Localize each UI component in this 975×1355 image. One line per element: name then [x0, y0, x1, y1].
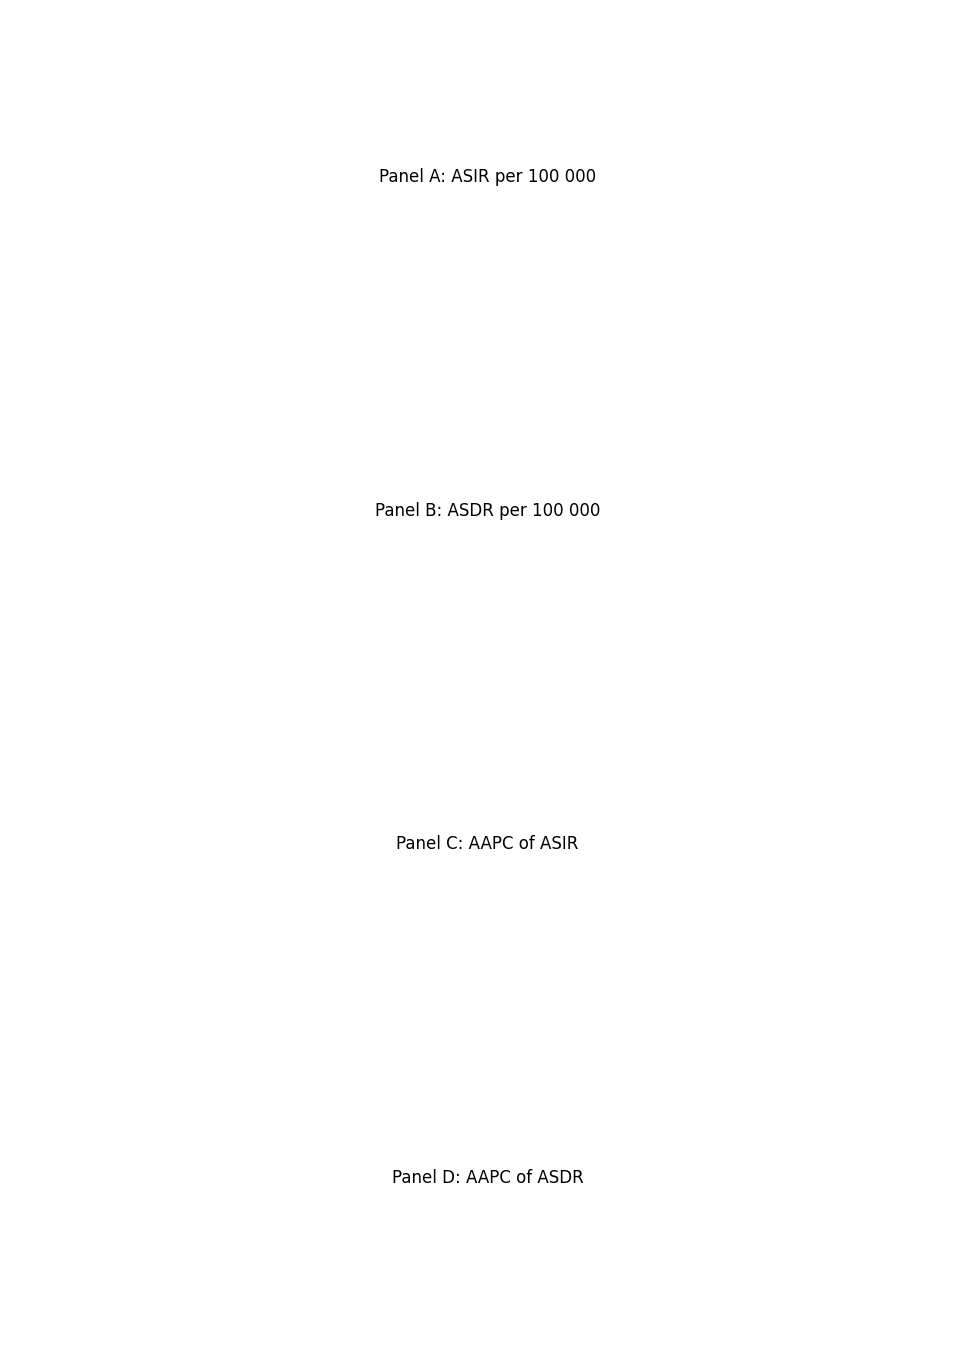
Text: Panel C: AAPC of ASIR: Panel C: AAPC of ASIR [396, 835, 579, 854]
Text: Panel B: ASDR per 100 000: Panel B: ASDR per 100 000 [374, 501, 601, 520]
Text: Panel D: AAPC of ASDR: Panel D: AAPC of ASDR [392, 1169, 583, 1187]
Text: Panel A: ASIR per 100 000: Panel A: ASIR per 100 000 [379, 168, 596, 186]
